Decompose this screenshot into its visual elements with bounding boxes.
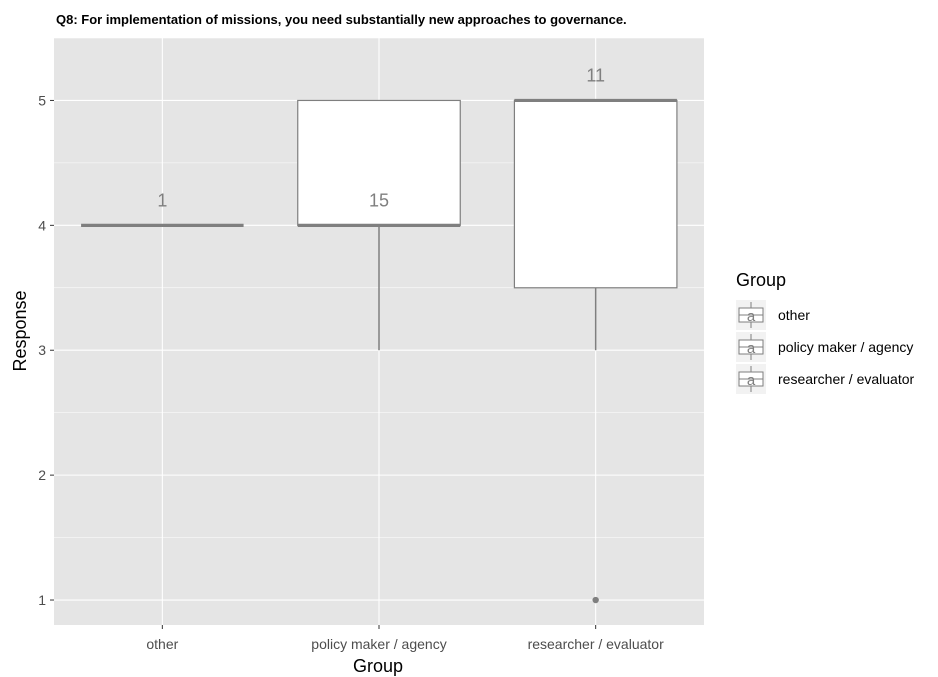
count-label: 11 — [586, 65, 605, 85]
x-axis: other policy maker / agency researcher / e… — [146, 625, 664, 652]
chart-title: Q8: For implementation of missions, you … — [56, 12, 627, 27]
y-tick-label: 3 — [38, 342, 46, 358]
x-tick-label: policy maker / agency — [311, 636, 446, 652]
box-body — [513, 99, 678, 289]
box-group: 15 — [297, 99, 461, 351]
legend-key-glyph: a — [747, 372, 756, 389]
x-axis-title: Group — [353, 656, 403, 676]
x-tick-label: other — [146, 636, 178, 652]
outlier-point — [592, 596, 599, 604]
box-group: 1 — [81, 190, 244, 227]
legend-entry-label: other — [778, 307, 810, 323]
legend-title: Group — [736, 270, 786, 290]
y-tick-label: 5 — [38, 92, 46, 108]
legend-key: a — [736, 300, 766, 330]
count-label: 1 — [157, 190, 167, 210]
legend: Group a other a policy maker / agency a resear… — [736, 270, 915, 394]
box-group: 11 — [513, 65, 678, 604]
count-label: 15 — [369, 190, 389, 210]
box-body — [297, 99, 461, 226]
y-tick-label: 4 — [38, 217, 46, 233]
y-axis: 1 2 3 4 5 — [38, 92, 54, 608]
legend-entry-label: researcher / evaluator — [778, 371, 915, 387]
x-tick-label: researcher / evaluator — [528, 636, 665, 652]
legend-entry-label: policy maker / agency — [778, 339, 913, 355]
legend-key-glyph: a — [747, 308, 756, 325]
y-tick-label: 2 — [38, 467, 46, 483]
y-tick-label: 1 — [38, 592, 46, 608]
legend-key-glyph: a — [747, 340, 756, 357]
boxes-layer: 1 15 11 — [81, 65, 678, 604]
legend-key: a — [736, 364, 766, 394]
legend-key: a — [736, 332, 766, 362]
y-axis-title: Response — [10, 290, 30, 371]
